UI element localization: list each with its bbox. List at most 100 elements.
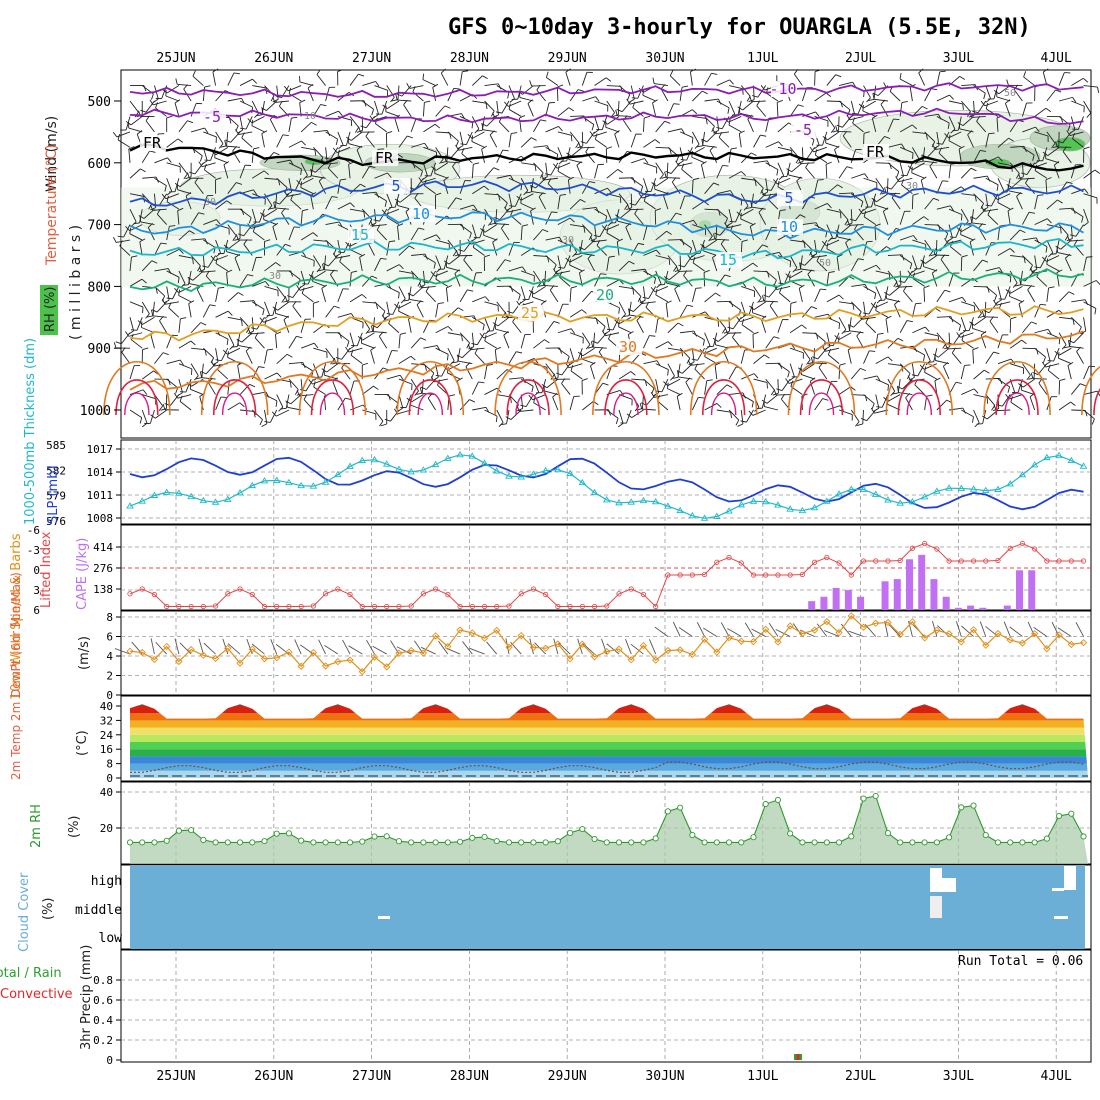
wind-barb [226,131,229,146]
wind-barb-flag [602,120,608,125]
thickness-marker [480,459,489,466]
precip-total-label: Total / Rain [0,966,62,981]
wind-barb-flag [283,85,289,92]
wind-barb-flag [302,208,309,212]
hot-contour [1093,388,1100,416]
wind-barb [865,322,877,334]
wind10m-marker [945,630,953,638]
contour-label: 10 [780,218,798,236]
wind-barb-flag [919,364,925,370]
rh2m-marker [322,839,329,846]
wind-barb-flag [827,203,832,209]
wind-barb [261,133,265,148]
wind-barb [497,316,510,327]
lifted-index-marker [164,603,170,610]
wind-barb [465,131,473,145]
wind-barb [214,157,228,164]
wind-barb [862,409,864,425]
wind-barb-flag [1063,346,1070,349]
rh-contour-label: 10 [304,111,316,122]
wind-barb-flag [254,332,259,339]
wind-barb-flag [412,162,416,169]
wind-barb [642,394,644,409]
contour-label-bg [791,122,817,138]
wind-barb [648,286,657,299]
wind-barb [276,159,291,164]
wind-barb-flag [167,157,172,163]
wind-barb-flag [866,240,873,243]
wind-barb [1009,295,1023,303]
wind-barb [581,72,588,86]
wind-barb-flag [234,238,241,241]
lifted-index-marker [995,557,1001,564]
rh2m-grid [121,782,1091,864]
wind-barb-flag [799,262,805,266]
wind-barb [703,250,717,256]
wind-barb [533,162,544,174]
wind-barb-flag [814,149,818,156]
wind10m-marker [700,635,709,644]
wind-barb-flag [273,151,280,156]
wind-barb-flag [541,174,545,181]
wind-barb [437,384,449,395]
wind-barb [704,380,708,395]
wind-barb-flag [814,69,821,72]
pressure-axis-label: ( m i l l i b a r s ) [68,225,84,340]
wind-barb [128,148,131,163]
wind-barb [814,313,829,318]
wind10m-marker [603,647,611,656]
wind-barb [288,226,295,241]
wind10m-marker [505,643,513,651]
wind-barb [459,71,463,86]
cape-bar [918,554,926,610]
wind-barb [700,164,706,179]
wind-barb [681,168,693,179]
wind-barb-flag [827,237,833,242]
wind-barb-flag [745,207,752,210]
wind-barb [178,270,186,284]
thickness-marker [700,514,709,521]
wind-barb [985,286,997,296]
wind-barb-flag [212,68,219,73]
wind-barb-flag [452,250,457,257]
wind-barb [936,316,951,318]
wind-barb [215,263,229,272]
wind-barb [399,193,412,203]
wind-barb [166,162,181,168]
wind-barb [494,223,510,226]
wind-barb [202,195,208,210]
wind-barb-flag [901,179,905,186]
thickness-marker [505,472,513,479]
wind-barb-flag [368,219,373,225]
wind-barb [712,257,718,272]
slp-lines [126,450,1088,521]
wind-barb-flag [383,315,390,319]
wind-barb [967,134,974,148]
wind-barb [617,115,632,117]
wind-barb [605,332,620,337]
wind-barb [190,322,202,334]
date-label-top: 27JUN [352,51,391,66]
wind-barb-flag [696,145,703,148]
wind10m-barb [198,638,204,655]
contour-label-bg [777,219,803,235]
wind-barb [594,187,608,195]
wind-barb [689,71,693,86]
wind-barb-flag [237,129,243,134]
wind-barb-flag [1009,276,1012,283]
wind-barb-flag [129,227,132,234]
wind10m-barb [348,645,363,655]
wind-barb [215,396,222,411]
lifted-index-marker [946,558,952,564]
wind-barb-flag [140,109,147,113]
wind10m-barb [1033,626,1048,637]
wind10m-marker [517,631,525,640]
wind-barb [678,376,693,380]
rh2m-marker [383,833,390,840]
wind-barb-flag [852,303,855,310]
wind-barb [472,406,487,411]
wind-barb [641,408,656,411]
wind-barb-flag [706,379,713,382]
